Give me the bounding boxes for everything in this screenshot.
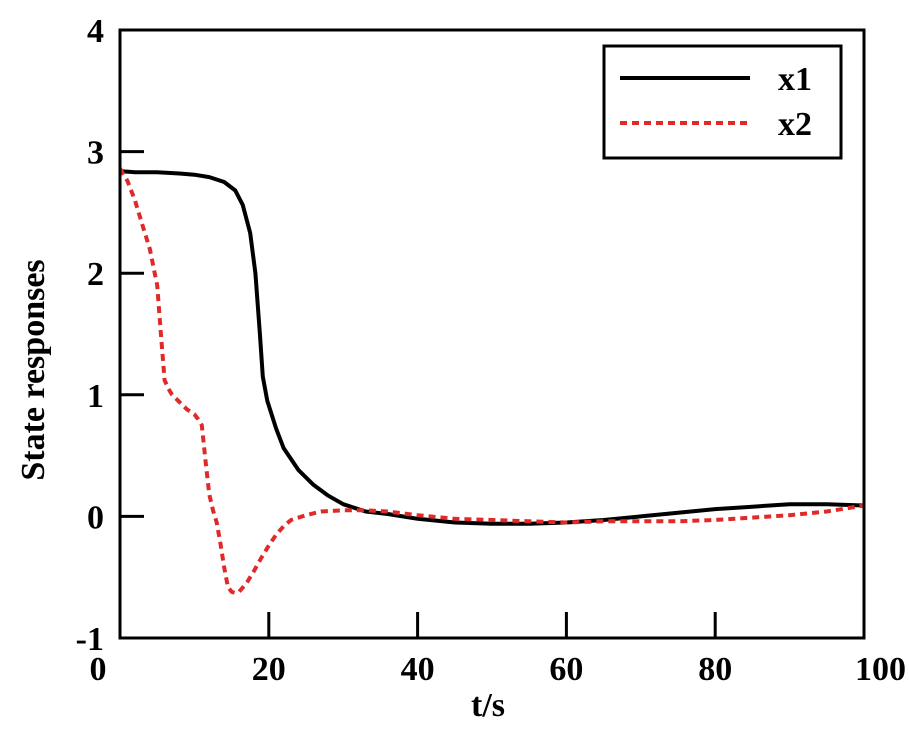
y-tick-label: 3 (87, 135, 104, 172)
y-tick-label: -1 (76, 621, 104, 658)
legend: x1 x2 (602, 44, 843, 160)
y-tick-label: 4 (87, 13, 104, 50)
x-tick-label: 100 (855, 651, 906, 688)
y-tick-label: 2 (87, 256, 104, 293)
x-tick-label: 40 (401, 651, 435, 688)
series-layer (118, 167, 865, 595)
y-tick-label: 0 (87, 499, 104, 536)
legend-label-x1: x1 (778, 61, 812, 98)
y-axis-title: State responses (15, 259, 52, 480)
legend-box (602, 44, 843, 160)
legend-label-x2: x2 (778, 106, 812, 143)
x-tick-label: 60 (549, 651, 583, 688)
ticks-layer (120, 150, 717, 638)
x-axis-title: t/s (471, 687, 505, 724)
x-tick-label: 0 (90, 651, 107, 688)
x-tick-label: 80 (698, 651, 732, 688)
series-line-x2 (118, 167, 865, 595)
x-tick-label: 20 (252, 651, 286, 688)
y-tick-label: 1 (87, 378, 104, 415)
series-line-x1 (119, 169, 865, 526)
plot-frame (118, 28, 866, 640)
